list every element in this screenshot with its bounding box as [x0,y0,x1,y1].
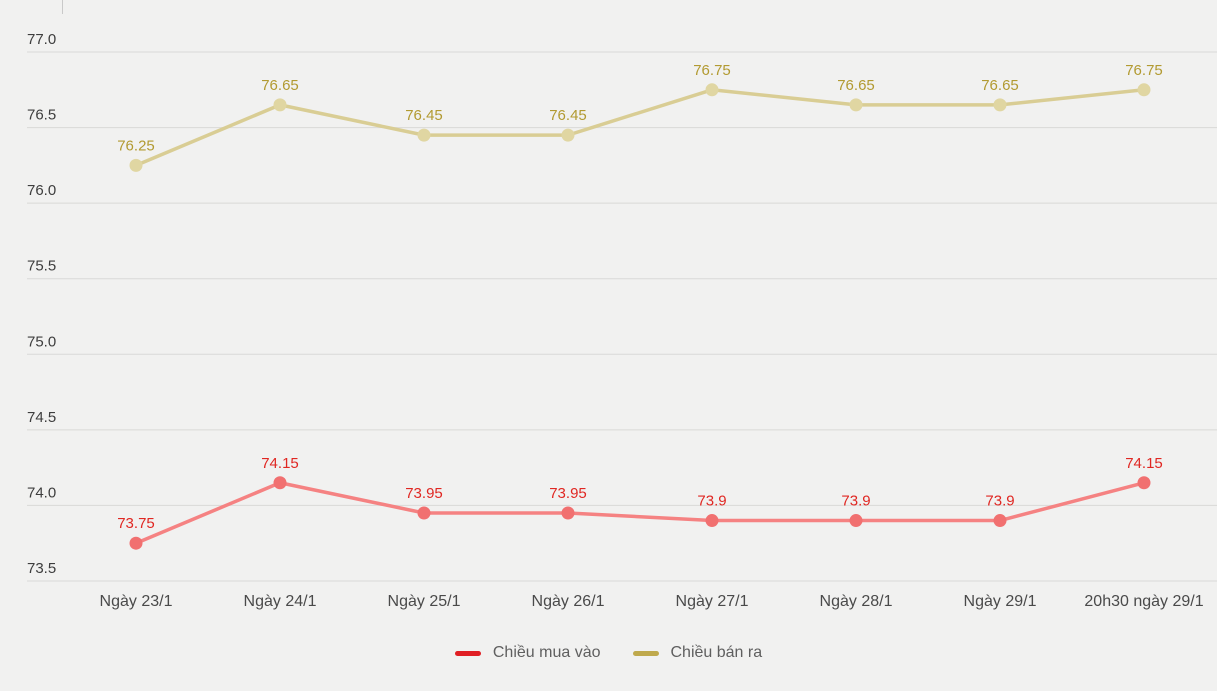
series-1-data-label: 76.75 [1125,62,1163,79]
series-1-point[interactable] [849,98,863,112]
series-0-point[interactable] [849,514,863,528]
y-axis-tick-label: 73.5 [27,560,56,577]
series-0-data-label: 73.95 [549,485,587,502]
series-0-point[interactable] [993,514,1007,528]
x-axis-label: Ngày 24/1 [244,593,317,610]
legend-label-buy: Chiều mua vào [492,644,601,661]
series-1-data-label: 76.65 [261,77,299,94]
series-1-point[interactable] [1137,83,1151,97]
series-1-point[interactable] [273,98,287,112]
series-0-data-label: 73.9 [985,493,1014,510]
buy-series-swatch-icon [454,650,481,656]
series-0-point[interactable] [129,536,143,550]
y-axis-tick-label: 74.5 [27,409,56,426]
x-axis-label: Ngày 25/1 [388,593,461,610]
series-0-data-label: 74.15 [1125,455,1163,472]
series-1-data-label: 76.75 [693,62,731,79]
series-1-data-label: 76.45 [405,107,443,124]
chart-legend: Chiều mua vào Chiều bán ra [0,640,1217,666]
x-axis-label: Ngày 27/1 [676,593,749,610]
series-0-data-label: 73.75 [117,515,155,532]
chart-plot-area: 77.0 76.5 76.0 75.5 75.0 74.5 74.0 73.5 Ngày 23/… [27,0,1217,610]
y-axis-tick-label: 75.0 [27,333,56,350]
legend-item-sell[interactable]: Chiều bán ra [632,644,763,662]
series-1-data-label: 76.65 [837,77,875,94]
series-0-data-label: 73.9 [697,493,726,510]
series-1-point[interactable] [417,128,431,142]
series-0-data-label: 73.9 [841,493,870,510]
series-0-point[interactable] [417,506,431,520]
sell-series-swatch-icon [632,650,659,656]
series-1-point[interactable] [705,83,719,97]
series-1-data-label: 76.45 [549,107,587,124]
series-0-point[interactable] [705,514,719,528]
y-axis-tick-label: 75.5 [27,258,56,275]
series-0-data-label: 73.95 [405,485,443,502]
x-axis-label: Ngày 23/1 [100,593,173,610]
series-0-point[interactable] [561,506,575,520]
series-1-data-label: 76.65 [981,77,1019,94]
series-1-line [134,88,1146,168]
series-1-point[interactable] [561,128,575,142]
x-axis-label: 20h30 ngày 29/1 [1084,593,1203,610]
x-axis-label: Ngày 29/1 [964,593,1037,610]
y-axis-tick-label: 76.5 [27,107,56,124]
x-axis-label: Ngày 26/1 [532,593,605,610]
x-axis-label: Ngày 28/1 [820,593,893,610]
y-axis-tick-label: 74.0 [27,484,56,501]
series-0-point[interactable] [1137,476,1151,490]
series-1-data-label: 76.25 [117,137,155,154]
legend-item-buy[interactable]: Chiều mua vào [454,644,601,662]
series-0-data-label: 74.15 [261,455,299,472]
series-1-point[interactable] [129,158,143,172]
series-0-point[interactable] [273,476,287,490]
series-0-line [134,481,1146,545]
y-axis-tick-label: 76.0 [27,182,56,199]
y-axis-tick-label: 77.0 [27,31,56,48]
series-1-point[interactable] [993,98,1007,112]
legend-label-sell: Chiều bán ra [670,644,763,661]
